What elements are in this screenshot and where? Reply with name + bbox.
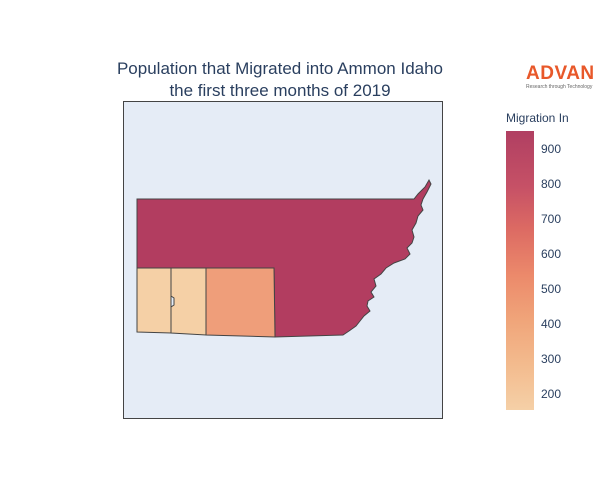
colorbar-tick-label: 600 bbox=[541, 246, 562, 261]
colorbar-tick-label: 900 bbox=[541, 141, 562, 156]
region-north[interactable] bbox=[136, 178, 432, 338]
colorbar-tick-label: 200 bbox=[541, 387, 562, 402]
region-west-2[interactable] bbox=[170, 267, 207, 336]
colorbar bbox=[506, 131, 534, 410]
logo-wordmark: ADVAN bbox=[526, 63, 595, 84]
colorbar-tick-label: 400 bbox=[541, 317, 562, 332]
map-svg bbox=[136, 178, 432, 338]
logo-tagline: Research through Technology bbox=[526, 84, 593, 90]
map-title-line-2: the first three months of 2019 bbox=[169, 81, 391, 100]
colorbar-tick-label: 500 bbox=[541, 281, 562, 296]
map-plot-area[interactable] bbox=[123, 101, 443, 419]
map-title: Population that Migrated into Ammon Idah… bbox=[60, 58, 500, 102]
region-middle[interactable] bbox=[205, 267, 276, 338]
region-west-1[interactable] bbox=[136, 267, 172, 334]
colorbar-title: Migration In bbox=[506, 111, 569, 125]
map-title-line-1: Population that Migrated into Ammon Idah… bbox=[116, 59, 444, 78]
colorbar-tick-label: 800 bbox=[541, 176, 562, 191]
colorbar-tick-label: 700 bbox=[541, 211, 562, 226]
advan-logo: ADVAN Research through Technology bbox=[526, 63, 596, 91]
colorbar-tick-label: 300 bbox=[541, 352, 562, 367]
